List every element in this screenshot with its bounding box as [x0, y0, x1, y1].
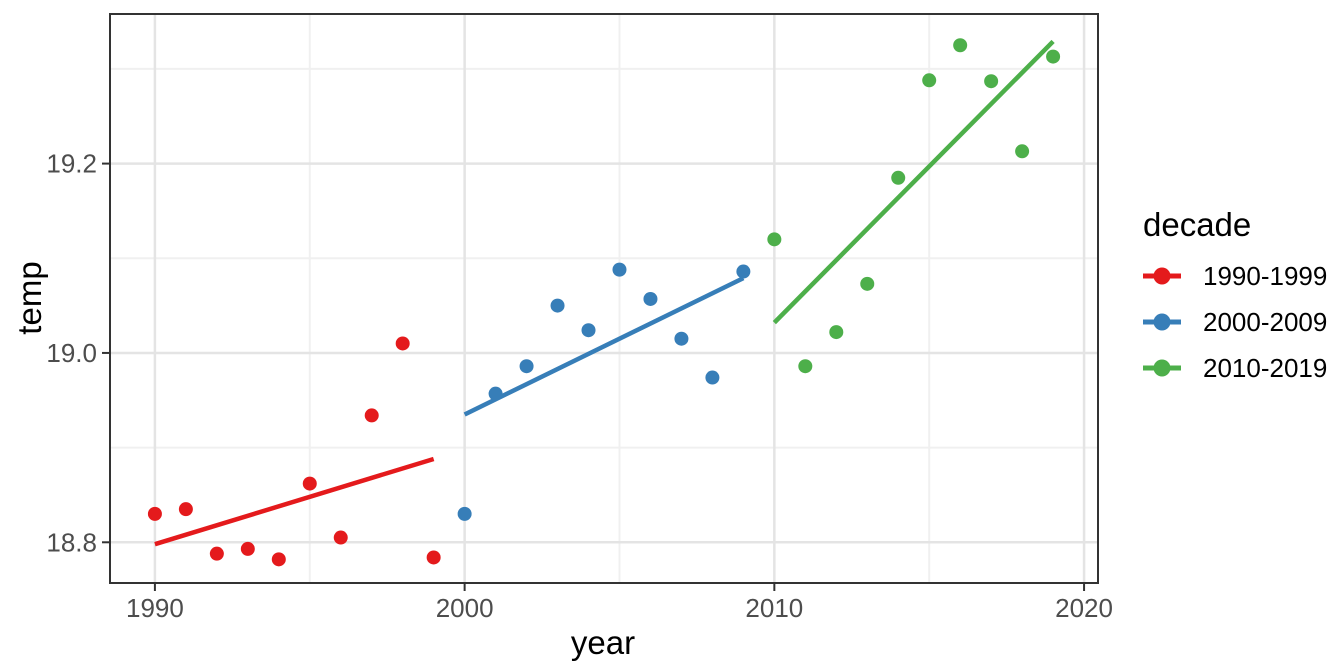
data-point [612, 262, 627, 277]
legend-key-dot [1153, 313, 1171, 331]
y-tick-label: 18.8 [46, 527, 97, 557]
data-point [488, 386, 503, 401]
legend-item-label: 2010-2019 [1203, 352, 1328, 383]
y-axis-title: temp [11, 261, 48, 335]
panel-background [110, 14, 1098, 583]
legend-key-line-dot-icon [1143, 309, 1181, 335]
data-point [271, 552, 286, 567]
trend-line [772, 39, 1055, 325]
panel-border [109, 13, 1099, 584]
legend-title: decade [1143, 206, 1252, 243]
data-point [736, 264, 751, 279]
data-point [767, 232, 782, 247]
data-point [364, 408, 379, 423]
x-tick-label: 1990 [126, 593, 184, 623]
legend-items: 1990-1999 2000-2009 2010-2019 [1143, 260, 1328, 383]
data-point [550, 298, 565, 313]
legend-key-dot [1153, 359, 1171, 377]
legend-item-label: 2000-2009 [1203, 306, 1328, 337]
data-point [1015, 144, 1030, 159]
data-point [581, 323, 596, 338]
legend-item: 2000-2009 [1143, 306, 1328, 337]
y-tick-label: 19.2 [46, 149, 97, 179]
data-point [705, 370, 720, 385]
trend-line [463, 276, 745, 417]
data-point [674, 331, 689, 346]
data-point [798, 359, 813, 374]
data-point [395, 336, 410, 351]
data-point [643, 291, 658, 306]
legend-key-line-dot-icon [1143, 355, 1181, 381]
legend-item: 1990-1999 [1143, 260, 1328, 291]
legend: decade 1990-1999 2000-2009 2010-2019 [1143, 205, 1327, 401]
legend-item: 2010-2019 [1143, 352, 1328, 383]
data-point [953, 38, 968, 53]
data-point [1046, 49, 1061, 64]
data-point [209, 546, 224, 561]
data-point [302, 476, 317, 491]
data-point [519, 359, 534, 374]
data-point [147, 506, 162, 521]
y-tick-label: 19.0 [46, 338, 97, 368]
data-point [178, 502, 193, 517]
legend-item-label: 1990-1999 [1203, 260, 1328, 291]
x-tick-label: 2020 [1055, 593, 1113, 623]
x-axis-title: year [570, 624, 636, 661]
data-point [891, 170, 906, 185]
data-point [829, 325, 844, 340]
data-point [457, 506, 472, 521]
legend-key-line-dot-icon [1143, 263, 1181, 289]
data-point [333, 530, 348, 545]
data-point [922, 73, 937, 88]
x-tick-label: 2010 [745, 593, 803, 623]
trend-line [154, 456, 435, 547]
data-point [984, 74, 999, 89]
x-tick-label: 2000 [436, 593, 494, 623]
data-point [240, 541, 255, 556]
data-point [860, 276, 875, 291]
legend-key-dot [1153, 267, 1171, 285]
data-point [426, 550, 441, 565]
